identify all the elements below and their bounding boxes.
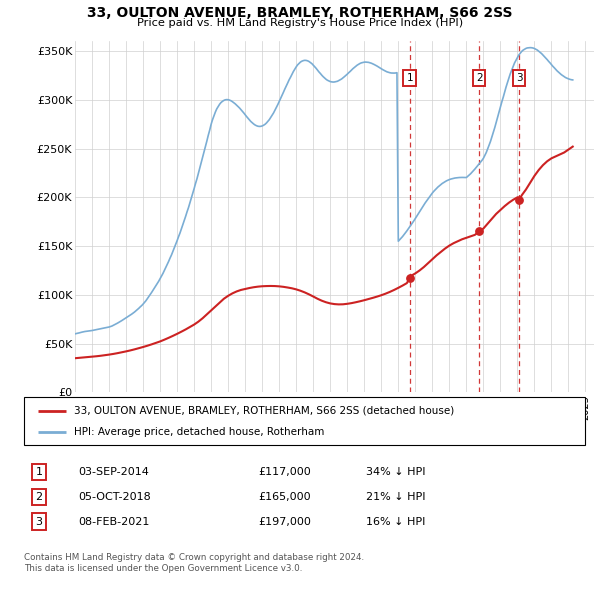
- Text: 34% ↓ HPI: 34% ↓ HPI: [366, 467, 425, 477]
- Text: Price paid vs. HM Land Registry's House Price Index (HPI): Price paid vs. HM Land Registry's House …: [137, 18, 463, 28]
- Text: 33, OULTON AVENUE, BRAMLEY, ROTHERHAM, S66 2SS (detached house): 33, OULTON AVENUE, BRAMLEY, ROTHERHAM, S…: [74, 405, 455, 415]
- Text: Contains HM Land Registry data © Crown copyright and database right 2024.: Contains HM Land Registry data © Crown c…: [24, 553, 364, 562]
- Text: £197,000: £197,000: [258, 517, 311, 526]
- Text: 2: 2: [476, 73, 482, 83]
- Text: £165,000: £165,000: [258, 492, 311, 502]
- Text: 3: 3: [516, 73, 523, 83]
- Point: [405, 274, 415, 283]
- Text: 3: 3: [35, 517, 43, 526]
- Text: 03-SEP-2014: 03-SEP-2014: [78, 467, 149, 477]
- Text: 33, OULTON AVENUE, BRAMLEY, ROTHERHAM, S66 2SS: 33, OULTON AVENUE, BRAMLEY, ROTHERHAM, S…: [87, 6, 513, 20]
- Text: 2: 2: [35, 492, 43, 502]
- Text: 05-OCT-2018: 05-OCT-2018: [78, 492, 151, 502]
- Text: 1: 1: [406, 73, 413, 83]
- Text: £117,000: £117,000: [258, 467, 311, 477]
- Text: 16% ↓ HPI: 16% ↓ HPI: [366, 517, 425, 526]
- Text: 08-FEB-2021: 08-FEB-2021: [78, 517, 149, 526]
- Text: 21% ↓ HPI: 21% ↓ HPI: [366, 492, 425, 502]
- Point: [514, 195, 524, 205]
- Point: [475, 227, 484, 236]
- Text: HPI: Average price, detached house, Rotherham: HPI: Average price, detached house, Roth…: [74, 427, 325, 437]
- Text: This data is licensed under the Open Government Licence v3.0.: This data is licensed under the Open Gov…: [24, 564, 302, 573]
- Text: 1: 1: [35, 467, 43, 477]
